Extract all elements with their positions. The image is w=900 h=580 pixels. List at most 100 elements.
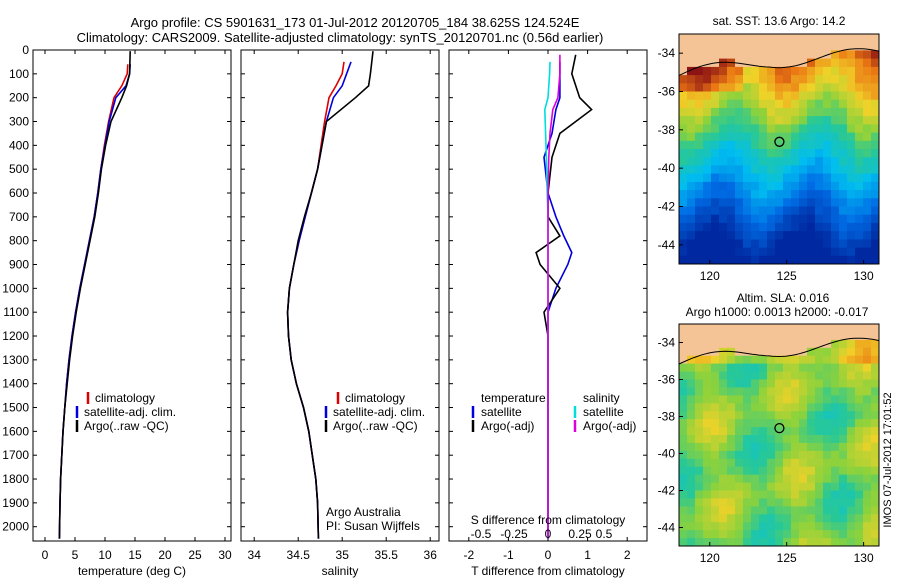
map-cell <box>719 363 728 372</box>
map-cell <box>743 339 752 349</box>
map-cell <box>743 99 752 109</box>
map-cell <box>719 206 728 216</box>
map-cell <box>735 222 744 232</box>
map-cell <box>719 124 728 134</box>
map-cell <box>807 498 816 507</box>
map-cell <box>855 165 864 175</box>
map-cell <box>687 403 696 412</box>
salinity-profiles <box>286 51 374 539</box>
map-cell <box>703 42 712 51</box>
map-cell <box>815 140 824 150</box>
map-cell <box>839 435 848 444</box>
x-tick-label: 30 <box>218 548 232 562</box>
map-cell <box>703 371 712 380</box>
map-cell <box>727 466 736 476</box>
map-cell <box>695 530 704 539</box>
depth-tick-label: 100 <box>9 67 29 81</box>
map-cell <box>871 140 880 150</box>
map-cell <box>871 34 880 43</box>
map-cell <box>767 442 776 452</box>
map-cell <box>743 198 752 207</box>
map-cell <box>823 395 832 404</box>
map-cell <box>807 403 816 412</box>
map-cell <box>767 83 776 92</box>
map-cell <box>839 83 848 92</box>
map-cell <box>735 411 744 420</box>
map-cell <box>775 371 784 380</box>
map-cell <box>743 514 752 523</box>
legend-label-s-argo: Argo(-adj) <box>583 419 636 433</box>
map-cell <box>767 379 776 388</box>
map-y-tick-label: -36 <box>658 373 676 387</box>
map-cell <box>767 530 776 539</box>
map-cell <box>703 339 712 349</box>
map-cell <box>839 91 848 101</box>
map-cell <box>863 395 872 404</box>
map-cell <box>799 181 808 191</box>
sst-coastline <box>678 48 880 76</box>
map-cell <box>727 132 736 142</box>
map-cell <box>839 474 848 483</box>
map-cell <box>863 157 872 166</box>
depth-axis-ticks: 0100200300400500600700800900100011001200… <box>2 43 231 534</box>
map-cell <box>783 198 792 207</box>
map-cell <box>679 530 688 539</box>
map-cell <box>815 324 824 333</box>
map-cell <box>719 522 728 531</box>
map-cell <box>871 66 880 76</box>
header-line-2: Climatology: CARS2009. Satellite-adjuste… <box>77 30 604 45</box>
map-cell <box>727 435 736 444</box>
map-cell <box>839 99 848 109</box>
map-cell <box>831 42 840 51</box>
map-cell <box>839 379 848 388</box>
map-cell <box>871 403 880 412</box>
map-cell <box>839 222 848 232</box>
map-cell <box>799 411 808 420</box>
map-cell <box>719 458 728 468</box>
map-cell <box>815 58 824 68</box>
map-cell <box>831 387 840 396</box>
sst-argo-location-marker <box>774 136 785 147</box>
map-cell <box>743 206 752 216</box>
map-cell <box>711 206 720 216</box>
map-cell <box>823 124 832 134</box>
map-cell <box>751 214 760 224</box>
map-cell <box>719 83 728 92</box>
map-cell <box>823 222 832 232</box>
map-cell <box>823 255 832 265</box>
map-cell <box>775 498 784 507</box>
map-cell <box>815 255 824 265</box>
x-tick-label: 0 <box>42 548 49 562</box>
depth-tick-label: 700 <box>9 210 29 224</box>
map-cell <box>783 324 792 333</box>
map-cell <box>855 379 864 388</box>
map-cell <box>863 324 872 333</box>
map-cell <box>855 75 864 84</box>
map-cell <box>847 66 856 76</box>
map-cell <box>727 99 736 109</box>
map-cell <box>855 66 864 76</box>
map-cell <box>871 91 880 101</box>
map-cell <box>735 190 744 199</box>
map-cell <box>687 149 696 158</box>
map-cell <box>727 206 736 216</box>
map-cell <box>863 363 872 372</box>
map-cell <box>863 140 872 150</box>
map-cell <box>687 132 696 142</box>
map-cell <box>775 450 784 460</box>
map-cell <box>871 42 880 51</box>
map-cell <box>815 66 824 76</box>
sla-heatmap-cells <box>679 324 880 547</box>
map-cell <box>695 181 704 191</box>
map-cell <box>711 379 720 388</box>
map-y-tick-label: -40 <box>658 161 676 175</box>
map-cell <box>799 124 808 134</box>
map-cell <box>711 83 720 92</box>
map-cell <box>703 149 712 158</box>
map-cell <box>783 427 792 436</box>
map-cell <box>695 247 704 257</box>
map-cell <box>855 538 864 547</box>
map-cell <box>759 190 768 199</box>
map-cell <box>815 42 824 51</box>
map-cell <box>863 124 872 134</box>
